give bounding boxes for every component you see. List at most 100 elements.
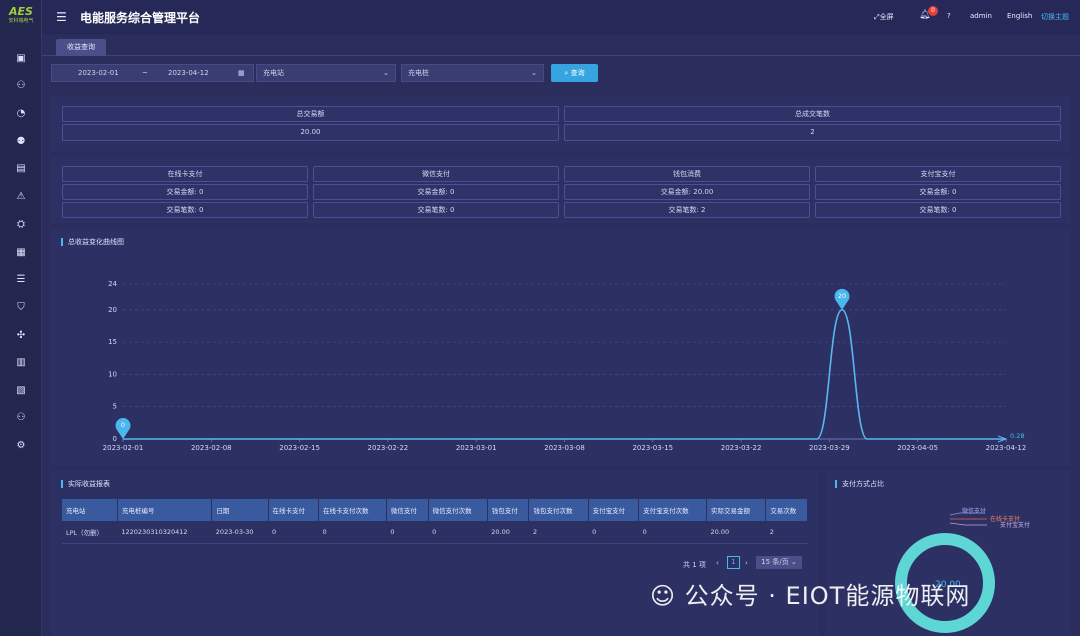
device-icon[interactable]: ⛭ xyxy=(17,219,25,230)
help-icon[interactable]: ? xyxy=(947,12,951,20)
station-select-placeholder: 充电站 xyxy=(263,69,284,77)
report-title: 实际收益报表 xyxy=(61,480,110,488)
user-name[interactable]: admin xyxy=(970,12,992,20)
org-icon[interactable]: ⚇ xyxy=(16,412,26,423)
report-panel xyxy=(51,471,819,636)
data-point-marker xyxy=(115,418,131,439)
column-header: 支付宝支付次数 xyxy=(638,499,708,521)
table-row[interactable]: LPL（勿删） 1220230310320412 2023-03-30 0 0 0 0 20.… xyxy=(62,521,808,544)
fullscreen-button[interactable]: ⤢全屏 xyxy=(874,12,894,22)
total-count-label: 总成交笔数 xyxy=(564,106,1061,122)
chevron-down-icon: ⌄ xyxy=(531,69,537,77)
method-name: 支付宝支付 xyxy=(815,166,1061,182)
payment-ratio-pie: 微信支付 在线卡支付 支付宝支付 20.00 xyxy=(895,507,1030,633)
search-icon: ⌕ xyxy=(564,69,571,77)
column-header: 交易次数 xyxy=(765,499,808,521)
page-size-select[interactable]: 15 条/页 ⌄ xyxy=(756,556,802,569)
shield-icon[interactable]: ⛉ xyxy=(17,302,25,313)
x-tick-label: 2023-02-22 xyxy=(368,444,409,452)
monitor-icon[interactable]: ▣ xyxy=(16,53,26,64)
theme-switch[interactable]: 切换主题 xyxy=(1041,13,1069,21)
table-cell: 20.00 xyxy=(706,521,766,544)
bell-icon[interactable]: 🔔︎ xyxy=(919,10,931,20)
x-tick-label: 2023-02-15 xyxy=(279,444,320,452)
total-amount-value: 20.00 xyxy=(62,124,559,141)
report-icon[interactable]: ▥ xyxy=(16,357,26,368)
method-amount: 交易金额: 0 xyxy=(313,184,559,200)
x-tick-label: 2023-04-12 xyxy=(986,444,1027,452)
pager-prev[interactable]: ‹ xyxy=(716,559,719,567)
x-tick-label: 2023-02-01 xyxy=(103,444,144,452)
language-switch[interactable]: English xyxy=(1007,12,1033,20)
date-range-picker[interactable]: 2023-02-01 ~ 2023-04-12 ▦ xyxy=(51,64,254,82)
pager-page[interactable]: 1 xyxy=(727,556,740,569)
column-header: 微信支付 xyxy=(386,499,429,521)
pager-next[interactable]: › xyxy=(745,559,748,567)
logo: AES 安科瑞电气 xyxy=(3,6,39,28)
method-name: 钱包消费 xyxy=(564,166,810,182)
pie-slice-wallet xyxy=(895,533,995,633)
method-count: 交易笔数: 2 xyxy=(564,202,810,218)
gift-icon[interactable]: ▦ xyxy=(16,247,26,258)
calendar-icon: ▦ xyxy=(238,69,245,77)
total-amount-label: 总交易额 xyxy=(62,106,559,122)
table-cell: 1220230310320412 xyxy=(117,521,212,544)
panel-icon[interactable]: ▧ xyxy=(16,385,26,396)
network-icon[interactable]: ⚇ xyxy=(16,80,26,91)
pie-icon[interactable]: ◔ xyxy=(16,108,26,119)
column-header: 日期 xyxy=(211,499,269,521)
page-size-label: 15 条/页 xyxy=(761,558,789,566)
data-point-label: 20 xyxy=(838,292,846,300)
end-date[interactable]: 2023-04-12 xyxy=(168,69,209,77)
y-tick-label: 10 xyxy=(108,370,117,378)
y-tick-label: 0 xyxy=(113,435,117,443)
sliders-icon[interactable]: ☰ xyxy=(16,274,26,285)
users-icon[interactable]: ⚉ xyxy=(16,136,26,147)
date-separator: ~ xyxy=(142,69,148,77)
start-date[interactable]: 2023-02-01 xyxy=(78,69,119,77)
logo-sub: 安科瑞电气 xyxy=(8,18,34,24)
pile-select[interactable]: 充电桩 ⌄ xyxy=(401,64,544,82)
wechat-icon: ☺ xyxy=(650,582,685,610)
plugin-icon[interactable]: ✣ xyxy=(16,330,26,341)
total-count-value: 2 xyxy=(564,124,1061,141)
pile-select-placeholder: 充电桩 xyxy=(408,69,429,77)
warning-icon[interactable]: ⚠ xyxy=(16,191,26,202)
y-tick-label: 5 xyxy=(113,403,117,411)
tab-revenue-query[interactable]: 收益查询 xyxy=(56,39,106,56)
data-point-label: 0 xyxy=(121,421,125,429)
column-header: 充电站 xyxy=(62,499,118,521)
fullscreen-icon: ⤢ xyxy=(874,13,880,21)
table-cell: 20.00 xyxy=(487,521,529,544)
search-button[interactable]: ⌕ 查询 xyxy=(551,64,598,82)
method-name: 微信支付 xyxy=(313,166,559,182)
method-amount: 交易金额: 0 xyxy=(62,184,308,200)
app-title: 电能服务综合管理平台 xyxy=(80,11,201,25)
menu-toggle-icon[interactable]: ☰ xyxy=(56,10,67,24)
topbar: ☰ 电能服务综合管理平台 ⤢全屏 🔔︎ 0 ? admin English 切换… xyxy=(42,0,1080,34)
legend-card: 在线卡支付 xyxy=(990,515,1020,523)
table-cell: 2 xyxy=(528,521,589,544)
station-select[interactable]: 充电站 ⌄ xyxy=(256,64,396,82)
method-amount: 交易金额: 0 xyxy=(815,184,1061,200)
search-button-label: 查询 xyxy=(570,69,585,77)
column-header: 钱包支付 xyxy=(487,499,530,521)
legend-line-alipay xyxy=(949,522,987,526)
series-line xyxy=(122,309,1006,440)
report-table-header: 充电站 充电桩编号 日期 在线卡支付 在线卡支付次数 微信支付 微信支付次数 钱包支付 钱包支付… xyxy=(62,499,808,521)
column-header: 支付宝支付 xyxy=(588,499,640,521)
y-tick-label: 15 xyxy=(108,338,117,346)
chevron-down-icon: ⌄ xyxy=(383,69,389,77)
document-icon[interactable]: ▤ xyxy=(16,163,26,174)
gear-icon[interactable]: ⚙ xyxy=(16,440,26,451)
x-tick-label: 2023-03-01 xyxy=(456,444,497,452)
table-cell: 0 xyxy=(588,521,639,544)
table-cell: 0 xyxy=(268,521,319,544)
chart-panel xyxy=(51,229,1071,465)
revenue-line-chart: 0 5 10 15 20 24 2023-02-01 2023-02-08 2023-02-15… xyxy=(103,280,1027,452)
logo-mark: AES xyxy=(9,5,33,18)
legend-wechat: 微信支付 xyxy=(962,507,986,515)
sidebar: AES 安科瑞电气 ▣ ⚇ ◔ ⚉ ▤ ⚠ ⛭ ▦ ☰ ⛉ ✣ ▥ ▧ ⚇ ⚙ xyxy=(0,0,42,636)
pie-panel xyxy=(825,471,1071,636)
watermark: ☺ 公众号 · EIOT能源物联网 xyxy=(650,576,970,611)
